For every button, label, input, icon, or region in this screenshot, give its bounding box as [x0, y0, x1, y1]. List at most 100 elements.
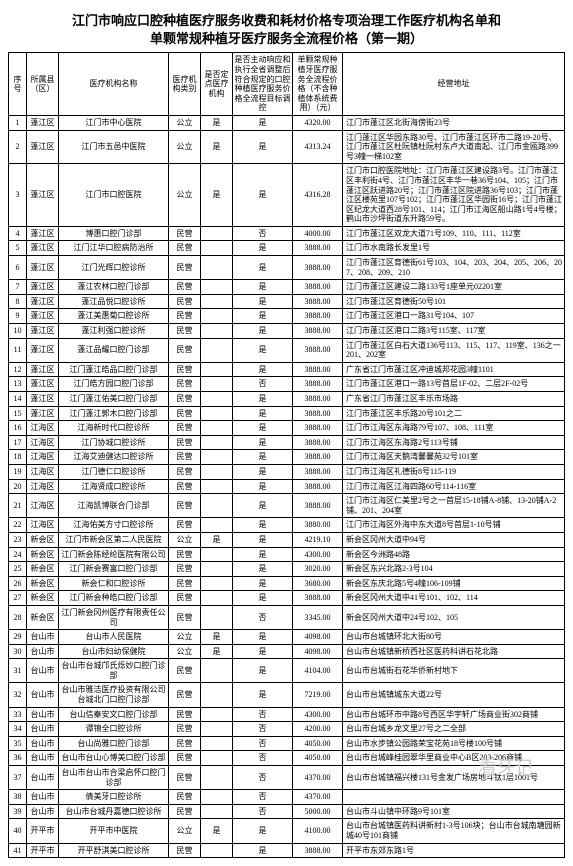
cell-addr	[343, 790, 565, 805]
table-row: 9蓬江区蓬江美惠菊口腔诊所民营是3888.00江门市蓬江区港口一路31号104、…	[9, 309, 565, 324]
cell-addr: 台山市台城镇新桥西社区医药科讲石花北路	[343, 644, 565, 659]
cell-desig	[201, 241, 233, 256]
cell-idx: 25	[9, 562, 27, 577]
cell-district: 台山市	[27, 790, 59, 805]
cell-type: 民营	[169, 324, 201, 339]
cell-name: 江海艾迪健达口腔诊所	[59, 450, 169, 465]
table-row: 27新会区江门新会种皓口腔门诊部民营是3888.00新会区冈州大道中41号101…	[9, 591, 565, 606]
cell-active: 是	[233, 659, 293, 683]
cell-type: 民营	[169, 494, 201, 518]
hdr-price: 单颗常规种植牙医疗服务全流程价格（不含种植体系统费用）（元）	[293, 53, 343, 116]
cell-idx: 31	[9, 659, 27, 683]
cell-active: 是	[233, 324, 293, 339]
cell-active: 是	[233, 280, 293, 295]
cell-type: 民营	[169, 683, 201, 707]
cell-name: 台山市台山心博美口腔门诊部	[59, 751, 169, 766]
cell-idx: 28	[9, 605, 27, 629]
cell-idx: 26	[9, 576, 27, 591]
cell-price: 4316.28	[293, 164, 343, 227]
cell-addr: 江门市蓬江区建设二路133号1座单元02201室	[343, 280, 565, 295]
cell-idx: 11	[9, 338, 27, 362]
cell-name: 蓬江农林口腔门诊部	[59, 280, 169, 295]
cell-idx: 22	[9, 518, 27, 533]
cell-price: 4300.00	[293, 547, 343, 562]
cell-type: 民营	[169, 294, 201, 309]
cell-price: 3888.00	[293, 241, 343, 256]
cell-addr: 江门市蓬江区育德街50号101	[343, 294, 565, 309]
cell-idx: 32	[9, 683, 27, 707]
cell-district: 蓬江区	[27, 377, 59, 392]
cell-name: 台山市台山市合梁启怀口腔门诊部	[59, 766, 169, 790]
cell-active: 否	[233, 377, 293, 392]
cell-name: 蓬江品耀口腔门诊部	[59, 338, 169, 362]
cell-addr: 江门市江海区外海中东大道8号首层1-10号铺	[343, 518, 565, 533]
cell-active: 否	[233, 790, 293, 805]
cell-idx: 8	[9, 294, 27, 309]
cell-type: 民营	[169, 736, 201, 751]
cell-type: 民营	[169, 450, 201, 465]
cell-price: 3888.00	[293, 362, 343, 377]
table-row: 36台山市台山市台山心博美口腔门诊部民营否4050.00台山市台城峰桂园翠华里商…	[9, 751, 565, 766]
cell-addr: 江门市蓬江区北街海傍街23号	[343, 115, 565, 130]
table-row: 22江海区江海佑美方寸口腔诊所民营是3880.00江门市江海区外海中东大道8号首…	[9, 518, 565, 533]
cell-active: 是	[233, 843, 293, 858]
cell-district: 新会区	[27, 562, 59, 577]
cell-name: 江门光辉口腔诊所	[59, 256, 169, 280]
cell-name: 江门新会陈经纶医院有限公司	[59, 547, 169, 562]
cell-desig	[201, 518, 233, 533]
cell-idx: 9	[9, 309, 27, 324]
cell-price: 4000.00	[293, 226, 343, 241]
cell-idx: 35	[9, 736, 27, 751]
cell-type: 公立	[169, 630, 201, 645]
cell-addr: 江门市蓬江区港口一路13号首层1F-02、二层2F-02号	[343, 377, 565, 392]
cell-type: 民营	[169, 576, 201, 591]
cell-desig	[201, 256, 233, 280]
table-row: 25新会区江门新会赛富口腔门诊部民营是3020.00新会区东兴北路2-3号104	[9, 562, 565, 577]
cell-district: 台山市	[27, 736, 59, 751]
cell-active: 否	[233, 804, 293, 819]
cell-type: 民营	[169, 377, 201, 392]
cell-district: 开平市	[27, 843, 59, 858]
table-row: 5蓬江区江门江华口腔病防治所民营是3888.00江门市水南路长发里1号	[9, 241, 565, 256]
cell-active: 是	[233, 494, 293, 518]
cell-name: 江门市中心医院	[59, 115, 169, 130]
cell-type: 民营	[169, 751, 201, 766]
cell-desig	[201, 804, 233, 819]
table-row: 14蓬江区江门蓬江佑美口腔门诊部民营是3888.00广东省江门市蓬江区丰乐市场路	[9, 392, 565, 407]
cell-price: 4370.00	[293, 790, 343, 805]
cell-name: 台山市台城邝氏烁妙口腔门诊部	[59, 659, 169, 683]
hdr-type: 医疗机构类别	[169, 53, 201, 116]
cell-active: 是	[233, 392, 293, 407]
cell-desig: 是	[201, 130, 233, 164]
cell-idx: 15	[9, 406, 27, 421]
cell-addr: 新会区今洲路48路	[343, 547, 565, 562]
cell-active: 是	[233, 406, 293, 421]
cell-name: 蓬江美惠菊口腔诊所	[59, 309, 169, 324]
cell-addr: 广东省江门市蓬江区丰乐市场路	[343, 392, 565, 407]
hdr-active: 是否主动响应和执行全省调整后符合规定的口腔种植医疗服务价格全流程目标调控	[233, 53, 293, 116]
cell-idx: 2	[9, 130, 27, 164]
cell-type: 公立	[169, 130, 201, 164]
table-row: 30台山市台山市妇幼保健院公立是是4098.00台山市台城镇新桥西社区医药科讲石…	[9, 644, 565, 659]
cell-active: 否	[233, 766, 293, 790]
cell-addr: 台山市台城环市中路8号西区华宇轩广场商业街302商铺	[343, 707, 565, 722]
cell-idx: 40	[9, 819, 27, 843]
cell-active: 否	[233, 736, 293, 751]
cell-addr: 江门市江海区东海路2号113号铺	[343, 435, 565, 450]
cell-district: 蓬江区	[27, 115, 59, 130]
cell-active: 是	[233, 464, 293, 479]
cell-desig	[201, 464, 233, 479]
cell-price: 4098.00	[293, 630, 343, 645]
table-row: 6蓬江区江门光辉口腔诊所民营是3888.00江门市蓬江区育德街61号103、10…	[9, 256, 565, 280]
cell-type: 民营	[169, 562, 201, 577]
cell-type: 民营	[169, 256, 201, 280]
cell-price: 3888.00	[293, 294, 343, 309]
cell-name: 江门市口腔医院	[59, 164, 169, 227]
cell-active: 是	[233, 591, 293, 606]
cell-name: 江门蓬江佑美口腔门诊部	[59, 392, 169, 407]
cell-idx: 7	[9, 280, 27, 295]
cell-type: 民营	[169, 722, 201, 737]
table-row: 18江海区江海艾迪健达口腔诊所民营是3888.00江门市江海区天鹅湾馨馨苑32号…	[9, 450, 565, 465]
cell-district: 蓬江区	[27, 256, 59, 280]
cell-idx: 39	[9, 804, 27, 819]
